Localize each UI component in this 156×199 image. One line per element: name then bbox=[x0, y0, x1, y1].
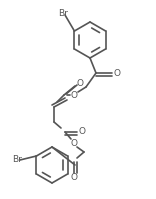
Text: O: O bbox=[71, 91, 78, 100]
Text: O: O bbox=[71, 139, 78, 147]
Text: Br: Br bbox=[58, 10, 68, 19]
Text: O: O bbox=[78, 128, 85, 137]
Text: Br: Br bbox=[12, 155, 22, 165]
Text: O: O bbox=[76, 78, 83, 88]
Text: O: O bbox=[71, 174, 78, 182]
Text: O: O bbox=[114, 68, 120, 77]
